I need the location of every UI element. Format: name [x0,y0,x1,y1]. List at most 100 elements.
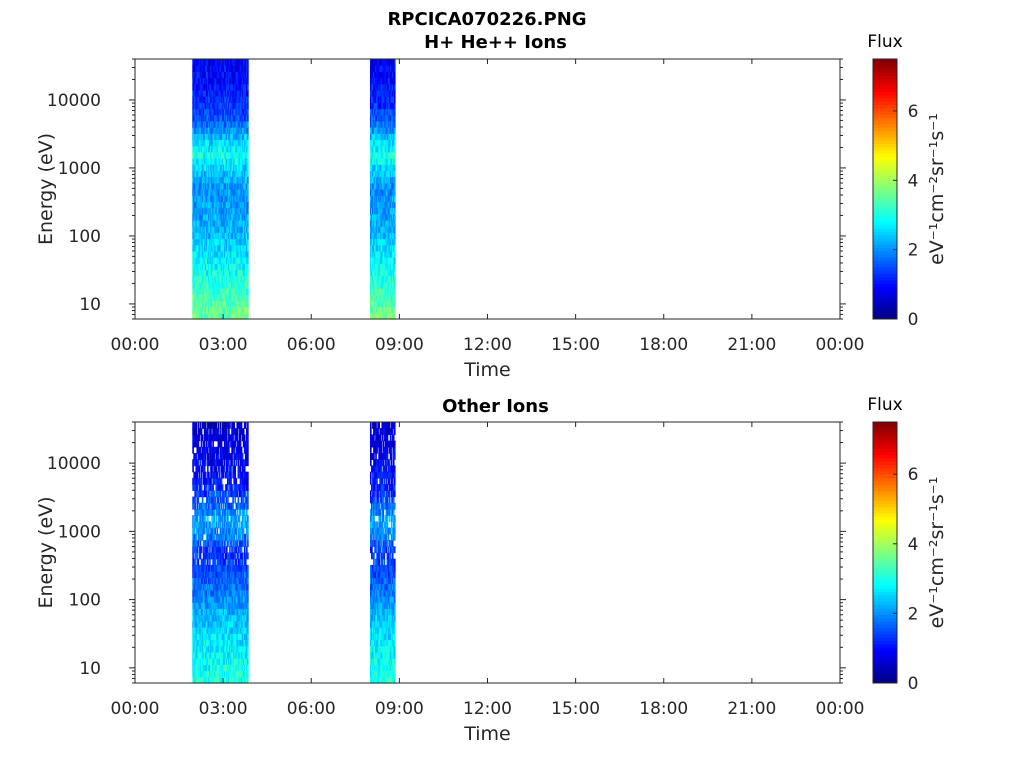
spectrogram-cell [389,77,392,85]
spectrogram-cell [220,465,223,473]
spectrogram-cell [377,65,379,72]
spectrogram-cell [221,533,224,541]
y-tick-label: 10000 [47,91,101,111]
spectrogram-cell [229,176,231,184]
spectrogram-cell [217,294,220,302]
spectrogram-cell [196,182,199,190]
spectrogram-cell [204,281,207,289]
spectrogram-cell [209,664,211,672]
spectrogram-cell [227,521,229,529]
spectrogram-cell [205,306,208,314]
spectrogram-cell [219,263,222,271]
spectrogram-cell [222,596,225,603]
spectrogram-cell [230,664,232,672]
spectrogram-cell [230,257,232,264]
spectrogram-cell [194,571,197,578]
spectrogram-cell [224,446,227,454]
spectrogram-cell [237,102,240,110]
spectrogram-cell [212,83,214,91]
spectrogram-cell [219,257,222,264]
spectrogram-cell [193,620,195,628]
spectrogram-cell [242,145,245,153]
spectrogram-cell [195,120,198,128]
spectrogram-cell [195,490,198,498]
spectrogram-cell [381,102,384,110]
spectrogram-cell [208,422,210,429]
spectrogram-cell [377,176,379,184]
spectrogram-cell [235,664,238,672]
spectrogram-cell [192,238,194,246]
spectrogram-cell [217,102,220,110]
spectrogram-cell [212,564,214,572]
spectrogram-cell [376,257,378,264]
spectrogram-cell [201,139,204,147]
spectrogram-cell [212,312,214,320]
spectrogram-cell [212,453,214,460]
spectrogram-cell [208,651,210,659]
spectrogram-cell [391,226,394,233]
spectrogram-cell [223,602,226,610]
spectrogram-cell [245,294,248,302]
spectrogram-cell [218,633,221,641]
spectrogram-cell [230,114,232,122]
spectrogram-cell [202,515,205,523]
spectrogram-cell [232,306,234,314]
spectrogram-cell [220,620,223,628]
spectrogram-cell [194,232,197,240]
spectrogram-cell [224,213,227,221]
spectrogram-cell [373,232,375,240]
spectrogram-cell [385,288,388,295]
spectrogram-cell [247,244,249,252]
spectrogram-cell [375,176,377,184]
spectrogram-cell [218,614,221,622]
spectrogram-cell [198,108,201,116]
spectrogram-cell [234,645,237,653]
spectrogram-cell [383,170,386,178]
spectrogram-cell [232,213,234,221]
spectrogram-cell [227,496,229,504]
spectrogram-cell [374,275,376,283]
spectrogram-cell [220,651,223,659]
x-tick-label: 21:00 [727,335,776,355]
spectrogram-cell [215,676,218,684]
spectrogram-cell [225,164,228,172]
colorbar-segment [873,208,897,213]
spectrogram-cell [392,164,395,172]
spectrogram-cell [371,176,373,184]
spectrogram-cell [199,257,202,264]
spectrogram-cell [212,620,214,628]
spectrogram-cell [370,120,372,128]
spectrogram-cell [203,83,206,91]
spectrogram-cell [203,89,206,97]
spectrogram-cell [231,546,233,554]
spectrogram-cell [193,558,195,566]
spectrogram-cell [380,71,383,79]
spectrogram-cell [216,527,219,535]
spectrogram-cell [387,269,390,277]
spectrogram-cell [192,151,194,159]
spectrogram-cell [220,614,223,622]
spectrogram-cell [225,306,228,314]
spectrogram-cell [382,244,385,252]
spectrogram-cell [204,577,207,585]
spectrogram-cell [388,232,391,240]
spectrogram-cell [373,281,375,289]
spectrogram-cell [205,201,208,209]
spectrogram-cell [199,294,202,302]
spectrogram-cell [203,306,206,314]
spectrogram-cell [222,564,225,572]
spectrogram-cell [202,158,205,165]
spectrogram-cell [380,195,383,202]
spectrogram-cell [385,312,388,320]
spectrogram-cell [370,71,372,79]
spectrogram-cell [215,564,218,572]
spectrogram-cell [222,250,225,258]
spectrogram-cell [213,226,215,233]
spectrogram-cell [245,281,248,289]
spectrogram-cell [197,589,200,597]
spectrogram-cell [194,244,197,252]
spectrogram-cell [219,577,222,585]
spectrogram-cell [204,608,207,616]
spectrogram-cell [372,232,374,240]
spectrogram-cell [216,596,219,603]
